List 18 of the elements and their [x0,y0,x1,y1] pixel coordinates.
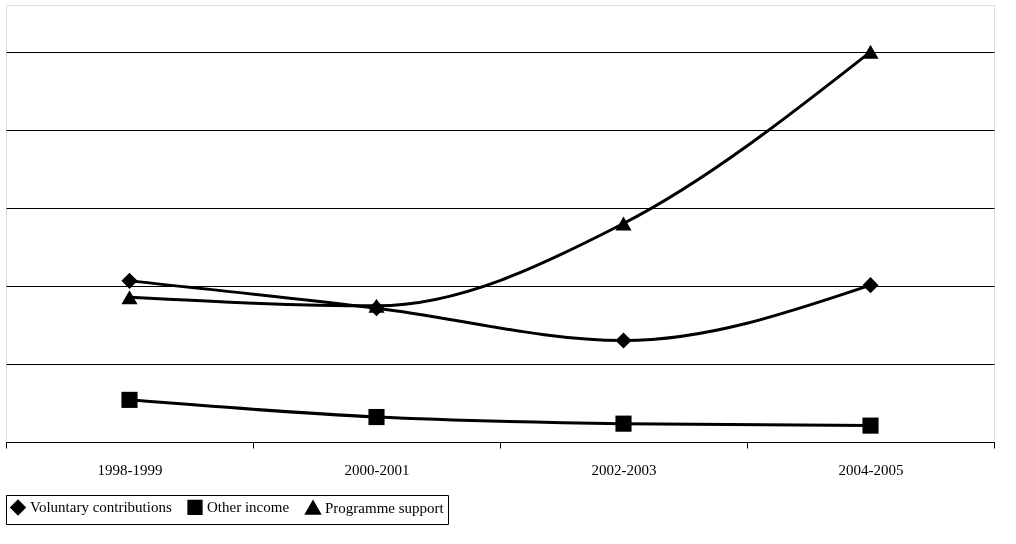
point [368,408,385,426]
point [121,290,138,305]
point [862,277,879,294]
x-tick-label: 2002-2003 [591,461,657,478]
x-tick-label: 2000-2001 [344,461,410,478]
point [862,44,879,59]
legend-label: Other income [207,499,290,516]
point [368,300,385,317]
point [615,332,632,349]
point [862,417,879,434]
point [615,216,632,231]
legend-label: Voluntary contributions [30,499,172,516]
point [121,391,138,408]
point [615,415,632,432]
point [121,272,138,289]
x-tick-label: 2004-2005 [838,461,904,478]
legend-label: Programme support [325,499,445,516]
x-tick-label: 1998-1999 [97,461,163,478]
